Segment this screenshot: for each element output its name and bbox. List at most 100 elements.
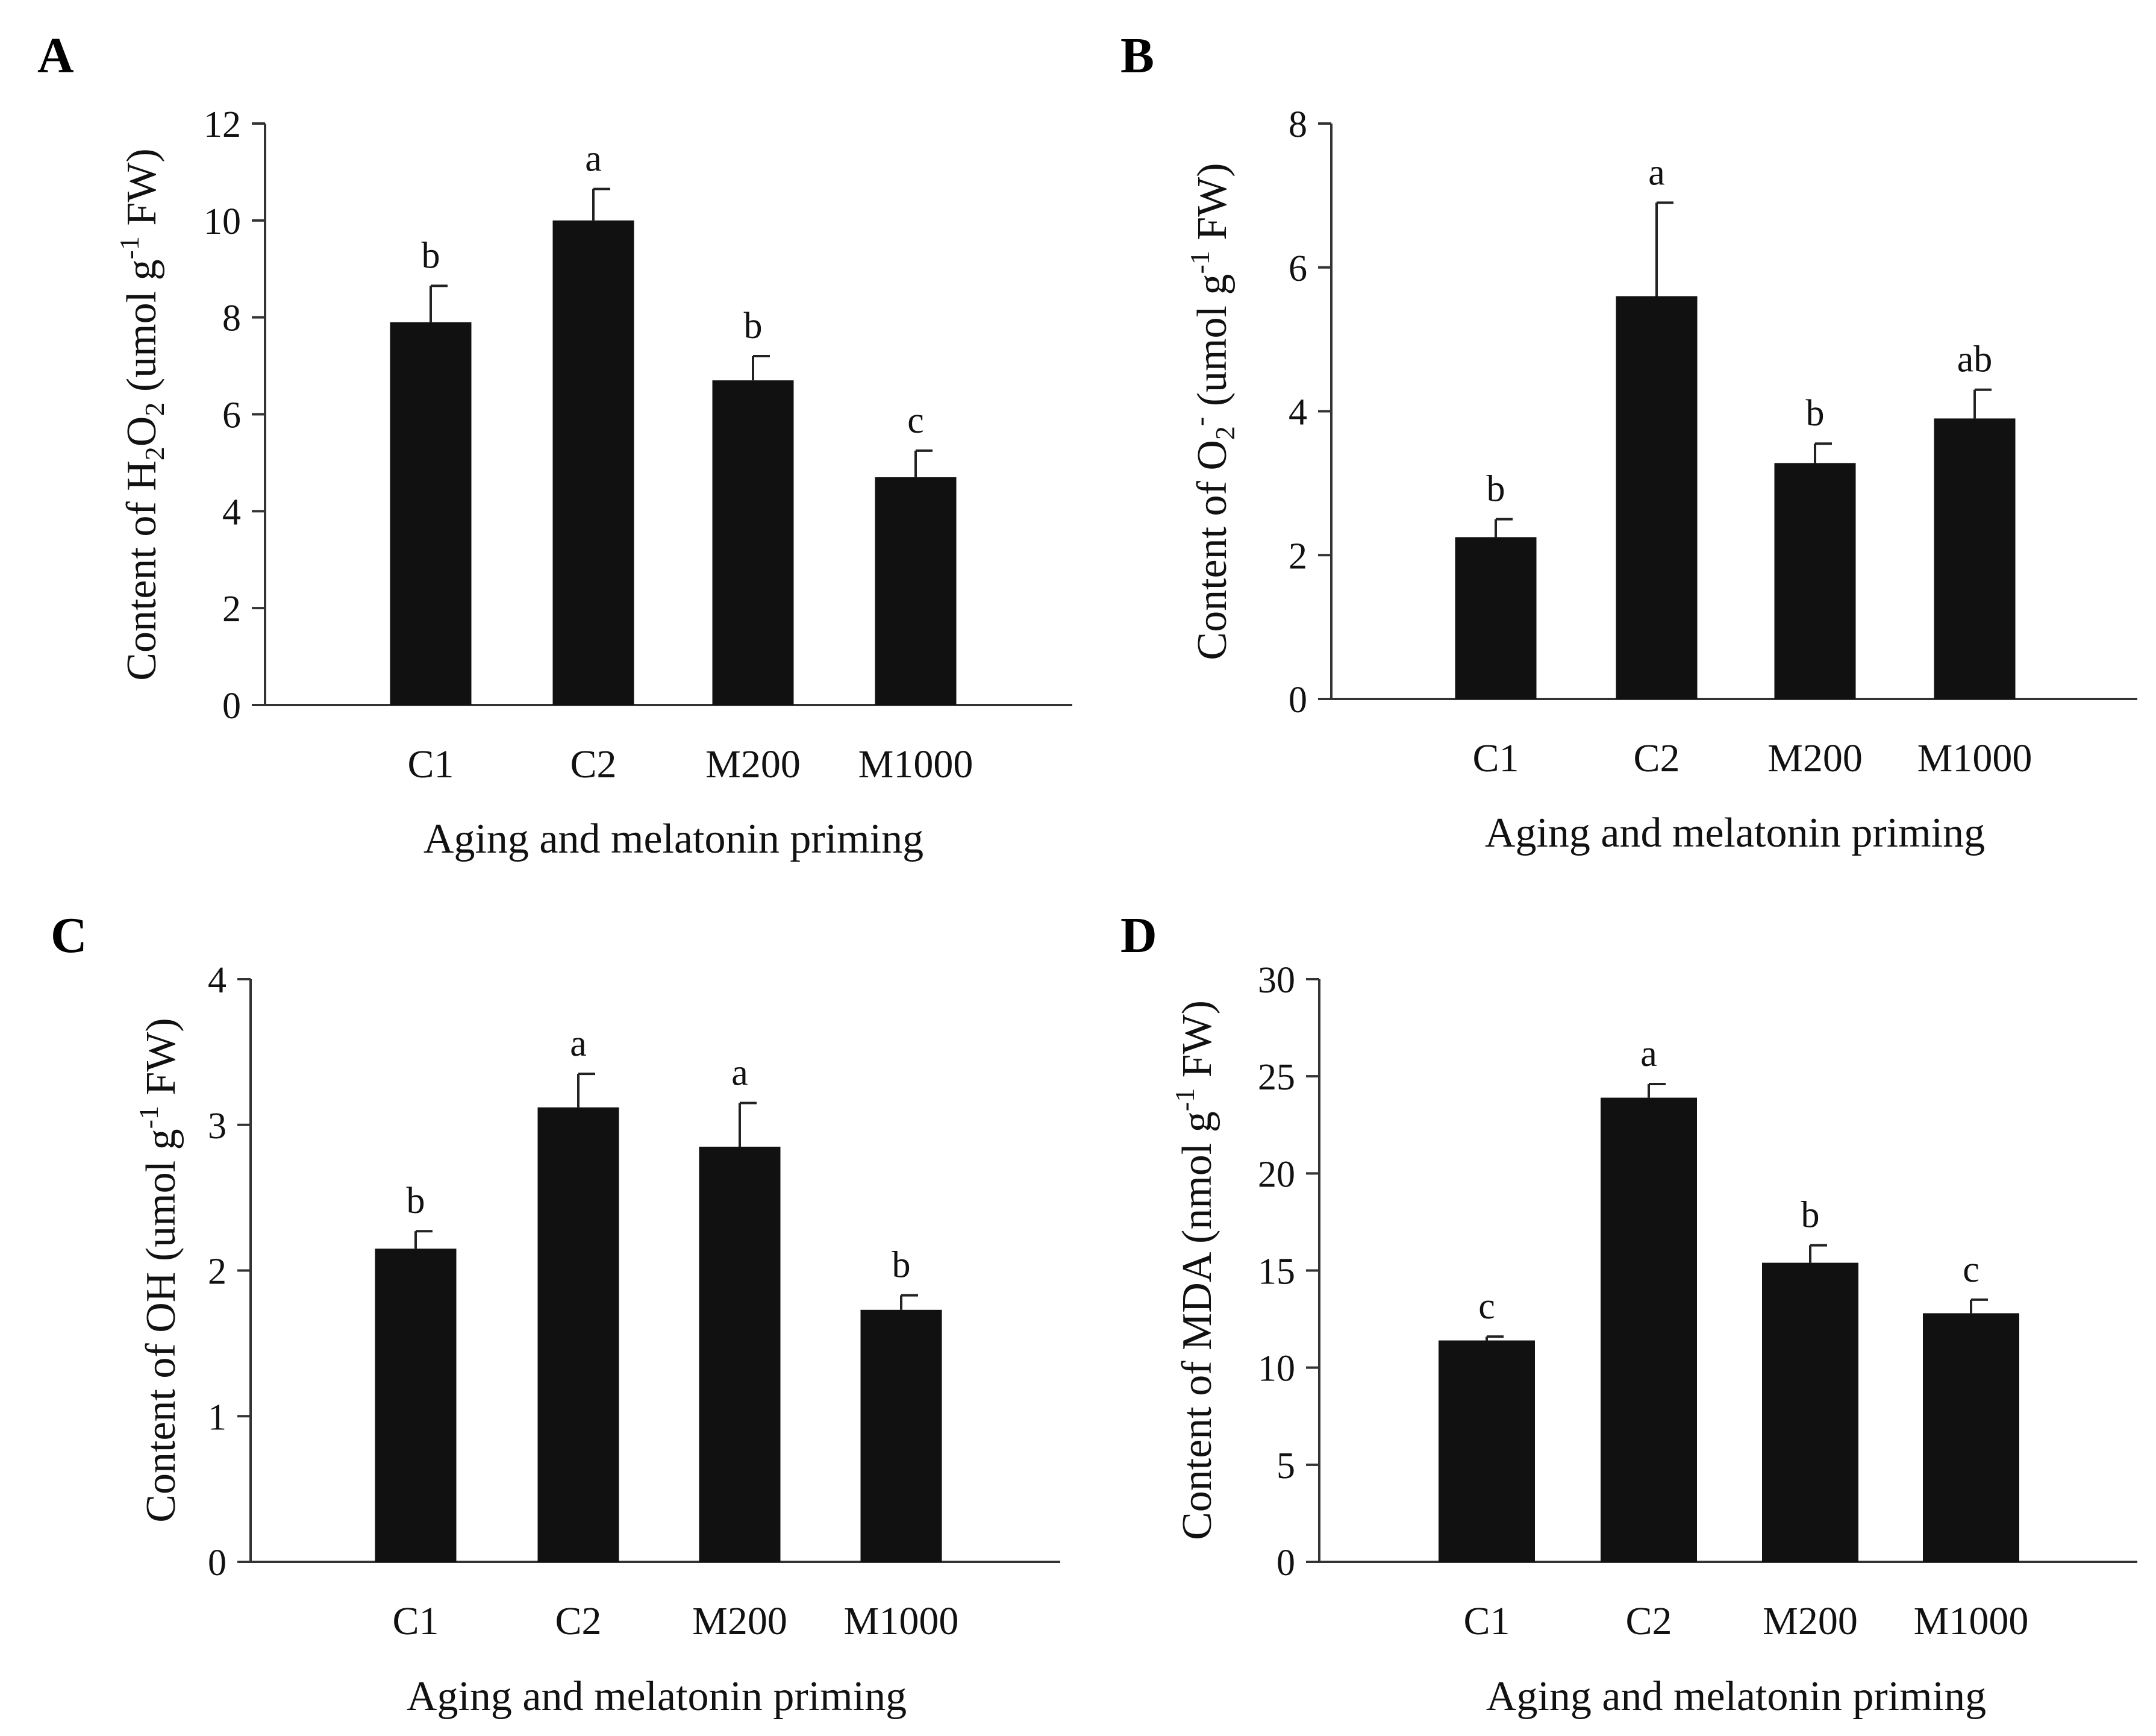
significance-label: b <box>1487 469 1505 510</box>
subscript: 2 <box>139 447 170 460</box>
x-tick-label: C2 <box>1633 736 1679 780</box>
y-axis-title-part: (nmol g <box>1174 1111 1220 1254</box>
significance-label: a <box>1648 152 1665 193</box>
x-tick-label: M200 <box>705 742 801 786</box>
y-tick-label: 8 <box>222 298 241 339</box>
significance-label: c <box>1478 1286 1495 1327</box>
y-tick-label: 4 <box>1289 392 1307 433</box>
superscript: -1 <box>1184 251 1215 274</box>
y-axis-title-part: Content of O <box>1189 440 1236 660</box>
significance-label: b <box>744 306 763 346</box>
x-tick-label: M200 <box>1767 736 1863 780</box>
bar-m1000 <box>875 477 957 705</box>
panel-b: B 0 2 4 6 8 b C1 a C2 b M200 ab M1000 Aging and melato… <box>1120 28 2137 856</box>
y-tick-label: 10 <box>204 201 241 242</box>
x-axis-title: Aging and melatonin priming <box>407 1673 907 1720</box>
significance-label: b <box>892 1245 911 1286</box>
y-tick-label: 6 <box>222 395 241 436</box>
significance-label: b <box>407 1180 425 1221</box>
y-tick-label: 4 <box>208 960 227 1001</box>
y-tick-label: 12 <box>204 104 241 145</box>
y-axis-title: Content of O2- (umol g-1 FW) <box>1184 163 1240 660</box>
y-tick-label: 30 <box>1258 960 1295 1001</box>
significance-label: ab <box>1957 339 1993 380</box>
y-axis-title-part: Content of OH <box>138 1272 184 1523</box>
y-tick-label: 2 <box>208 1252 227 1293</box>
y-tick-label: 4 <box>222 492 241 533</box>
x-axis-title: Aging and melatonin priming <box>1486 1673 1986 1720</box>
y-tick-label: 10 <box>1258 1349 1295 1390</box>
y-axis-title-part: FW) <box>119 148 165 236</box>
y-axis-title-part: FW) <box>1189 163 1236 251</box>
y-tick-label: 1 <box>208 1397 227 1438</box>
y-tick-label: 5 <box>1276 1446 1295 1487</box>
x-tick-label: M200 <box>692 1599 787 1643</box>
y-tick-label: 3 <box>208 1106 227 1147</box>
y-axis-title: Content of OH (umol g-1 FW) <box>133 1018 184 1522</box>
bar-c2 <box>1616 296 1698 699</box>
x-axis-title: Aging and melatonin priming <box>423 816 923 862</box>
y-tick-label: 0 <box>1289 680 1307 721</box>
superscript: -1 <box>133 1106 164 1129</box>
y-tick-label: 25 <box>1258 1057 1295 1098</box>
y-tick-label: 6 <box>1289 248 1307 289</box>
bar-m200 <box>1774 463 1856 699</box>
panel-a: A 0 2 4 6 8 10 12 b C1 a C2 b M200 c M1000 Aging and mel… <box>37 28 1072 862</box>
bar-m200 <box>712 380 794 705</box>
x-tick-label: M1000 <box>1914 1599 2029 1643</box>
bar-c1 <box>390 322 472 705</box>
panel-label-b: B <box>1120 28 1154 84</box>
y-axis-title-part: FW) <box>1174 1000 1220 1088</box>
bar-c2 <box>552 220 634 705</box>
x-tick-label: M1000 <box>858 742 973 786</box>
significance-label: c <box>1963 1249 1979 1290</box>
y-tick-label: 0 <box>222 686 241 727</box>
y-axis-title-part: FW) <box>138 1018 184 1106</box>
significance-label: b <box>422 235 440 276</box>
y-tick-label: 2 <box>1289 536 1307 577</box>
superscript: - <box>1184 417 1215 426</box>
y-tick-label: 15 <box>1258 1252 1295 1293</box>
panel-c: C 0 1 2 3 4 b C1 a C2 a M200 b M1000 Aging and melaton… <box>51 907 1060 1720</box>
x-axis-title: Aging and melatonin priming <box>1485 810 1985 856</box>
significance-label: b <box>1801 1195 1820 1236</box>
y-tick-label: 8 <box>1289 104 1307 145</box>
panel-label-c: C <box>51 907 87 964</box>
superscript: -1 <box>114 236 145 259</box>
x-tick-label: C2 <box>570 742 616 786</box>
y-tick-label: 2 <box>222 589 241 630</box>
x-tick-label: M200 <box>1763 1599 1858 1643</box>
subscript: 2 <box>1210 426 1240 440</box>
y-axis-title: Content of MDA (nmol g-1 FW) <box>1169 1000 1220 1540</box>
significance-label: c <box>907 400 924 441</box>
bar-m1000 <box>860 1309 942 1562</box>
y-axis-title: Content of H2O2 (umol g-1 FW) <box>114 148 170 680</box>
subscript: 2 <box>139 403 170 416</box>
bar-m1000 <box>1923 1313 2019 1562</box>
y-axis-title-part: O <box>119 416 165 447</box>
significance-label: a <box>570 1023 587 1064</box>
x-tick-label: C2 <box>555 1599 601 1643</box>
bar-c1 <box>1439 1340 1535 1562</box>
x-tick-label: C1 <box>407 742 454 786</box>
significance-label: b <box>1806 393 1825 434</box>
y-tick-label: 0 <box>208 1543 227 1584</box>
y-tick-label: 20 <box>1258 1154 1295 1195</box>
significance-label: a <box>585 139 602 180</box>
significance-label: a <box>731 1052 748 1093</box>
bar-m200 <box>1762 1262 1858 1562</box>
bar-m200 <box>699 1147 781 1562</box>
superscript: -1 <box>1169 1088 1200 1111</box>
x-tick-label: M1000 <box>844 1599 959 1643</box>
panel-d: D 0 5 10 15 20 25 30 c C1 a C2 b M200 c M1000 Aging and … <box>1120 907 2137 1720</box>
x-tick-label: C1 <box>392 1599 439 1643</box>
panel-label-d: D <box>1120 907 1157 964</box>
y-axis-title-part: Content of H <box>119 460 165 681</box>
bar-c1 <box>375 1249 457 1562</box>
y-axis-title-part: (umol g <box>119 259 165 402</box>
bar-c1 <box>1455 537 1537 699</box>
y-axis-title-part: (umol g <box>138 1129 184 1271</box>
bar-m1000 <box>1934 418 2016 699</box>
x-tick-label: C1 <box>1472 736 1519 780</box>
